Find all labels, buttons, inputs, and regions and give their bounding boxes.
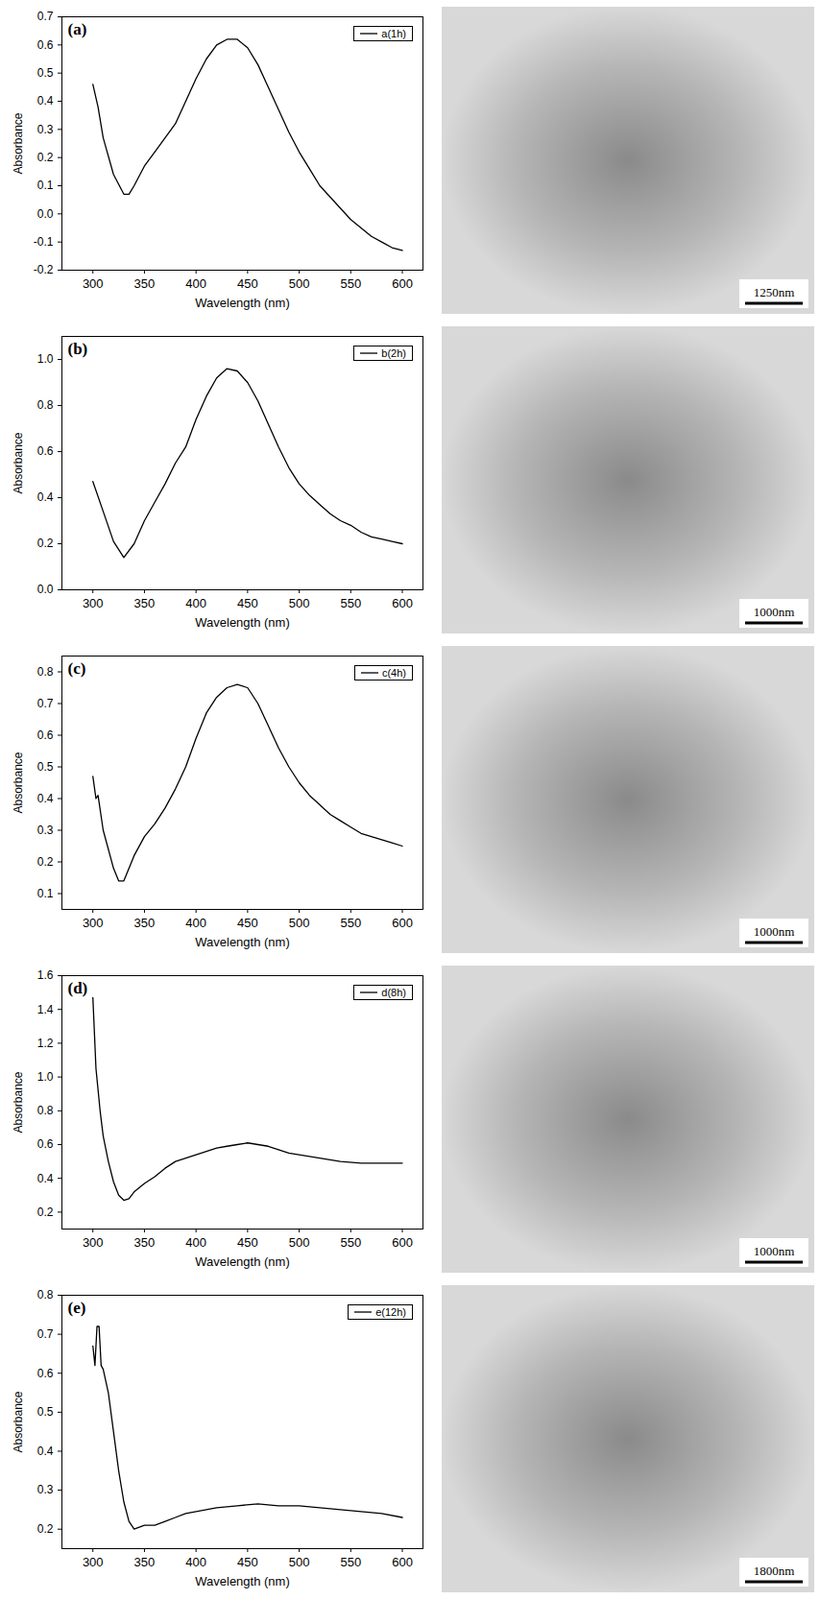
html-text:c(4h): c(4h)	[382, 666, 407, 679]
svg-text:300: 300	[82, 595, 104, 610]
svg-text:400: 400	[185, 595, 207, 610]
svg-text:300: 300	[82, 915, 104, 930]
svg-text:1000nm: 1000nm	[753, 1244, 796, 1259]
svg-text:1000nm: 1000nm	[753, 604, 796, 620]
svg-text:0.2: 0.2	[37, 536, 54, 551]
svg-text:550: 550	[339, 915, 362, 930]
svg-text:Absorbance: Absorbance	[11, 432, 25, 494]
svg-text:400: 400	[185, 1554, 207, 1569]
svg-text:550: 550	[339, 1554, 362, 1569]
svg-text:(e): (e)	[68, 1298, 87, 1317]
svg-text:Wavelength (nm): Wavelength (nm)	[194, 1254, 290, 1269]
html-text:e(12h): e(12h)	[375, 1306, 407, 1318]
svg-text:500: 500	[289, 275, 311, 290]
svg-text:450: 450	[237, 275, 259, 290]
svg-text:(c): (c)	[68, 658, 87, 677]
svg-text:Wavelength (nm): Wavelength (nm)	[194, 614, 290, 629]
svg-text:0.0: 0.0	[37, 582, 54, 597]
svg-text:350: 350	[134, 915, 156, 930]
svg-text:300: 300	[82, 1554, 104, 1569]
svg-text:450: 450	[237, 915, 259, 930]
svg-text:0.3: 0.3	[37, 1483, 54, 1497]
svg-text:550: 550	[339, 1234, 362, 1250]
svg-text:0.6: 0.6	[37, 1137, 54, 1152]
svg-text:0.7: 0.7	[37, 9, 54, 24]
svg-text:1.2: 1.2	[37, 1036, 54, 1050]
svg-text:350: 350	[134, 1554, 156, 1569]
svg-text:0.2: 0.2	[37, 150, 54, 165]
svg-text:0.0: 0.0	[37, 206, 54, 220]
svg-text:1.6: 1.6	[37, 968, 54, 983]
svg-text:0.4: 0.4	[37, 94, 54, 108]
svg-text:Wavelength (nm): Wavelength (nm)	[194, 294, 290, 310]
svg-text:(d): (d)	[68, 978, 89, 997]
svg-text:0.8: 0.8	[37, 1104, 54, 1118]
svg-text:500: 500	[289, 915, 311, 930]
svg-text:0.8: 0.8	[37, 1288, 54, 1303]
svg-text:300: 300	[82, 275, 104, 290]
svg-text:1.4: 1.4	[37, 1002, 54, 1016]
svg-text:-0.1: -0.1	[33, 235, 54, 249]
svg-text:0.4: 0.4	[37, 490, 54, 505]
svg-text:Wavelength (nm): Wavelength (nm)	[194, 934, 290, 949]
svg-text:0.5: 0.5	[37, 66, 54, 80]
svg-text:600: 600	[391, 1234, 413, 1250]
svg-text:Absorbance: Absorbance	[11, 1071, 25, 1134]
svg-text:(b): (b)	[68, 338, 89, 358]
svg-text:1.0: 1.0	[37, 1069, 54, 1084]
svg-text:0.5: 0.5	[37, 1405, 54, 1420]
html-text:d(8h): d(8h)	[381, 986, 407, 999]
svg-text:300: 300	[82, 1234, 104, 1250]
svg-text:1000nm: 1000nm	[753, 924, 796, 940]
svg-text:0.6: 0.6	[37, 1366, 54, 1380]
svg-text:0.5: 0.5	[37, 759, 54, 773]
svg-text:500: 500	[289, 1554, 311, 1569]
svg-text:600: 600	[391, 915, 413, 930]
svg-text:Absorbance: Absorbance	[11, 751, 25, 814]
svg-text:0.8: 0.8	[37, 664, 54, 678]
svg-text:550: 550	[339, 275, 362, 290]
svg-text:-0.2: -0.2	[33, 263, 54, 277]
svg-text:400: 400	[185, 1234, 207, 1250]
svg-text:0.1: 0.1	[37, 886, 54, 900]
svg-text:1250nm: 1250nm	[753, 285, 796, 300]
svg-text:0.4: 0.4	[37, 791, 54, 805]
svg-text:350: 350	[134, 1234, 156, 1250]
svg-text:0.3: 0.3	[37, 121, 54, 136]
svg-text:0.2: 0.2	[37, 854, 54, 869]
svg-text:350: 350	[134, 275, 156, 290]
svg-text:450: 450	[237, 1554, 259, 1569]
svg-text:0.1: 0.1	[37, 178, 54, 193]
svg-text:0.3: 0.3	[37, 822, 54, 837]
svg-text:0.4: 0.4	[37, 1444, 54, 1458]
svg-text:0.7: 0.7	[37, 696, 54, 710]
svg-text:0.7: 0.7	[37, 1326, 54, 1341]
svg-text:500: 500	[289, 595, 311, 610]
svg-text:500: 500	[289, 1234, 311, 1250]
svg-text:0.2: 0.2	[37, 1522, 54, 1537]
svg-text:0.4: 0.4	[37, 1171, 54, 1185]
svg-text:1800nm: 1800nm	[753, 1564, 796, 1579]
svg-text:600: 600	[391, 1554, 413, 1569]
html-text:b(2h): b(2h)	[381, 347, 407, 359]
svg-text:350: 350	[134, 595, 156, 610]
svg-text:450: 450	[237, 1234, 259, 1250]
svg-text:400: 400	[185, 915, 207, 930]
svg-text:600: 600	[391, 275, 413, 290]
svg-text:1.0: 1.0	[37, 352, 54, 366]
svg-text:Absorbance: Absorbance	[11, 1391, 25, 1453]
svg-text:0.6: 0.6	[37, 727, 54, 742]
svg-text:600: 600	[391, 595, 413, 610]
html-text:a(1h): a(1h)	[381, 27, 407, 39]
svg-text:550: 550	[339, 595, 362, 610]
svg-text:450: 450	[237, 595, 259, 610]
svg-text:Absorbance: Absorbance	[11, 112, 25, 174]
svg-text:Wavelength (nm): Wavelength (nm)	[194, 1573, 290, 1589]
svg-text:400: 400	[185, 275, 207, 290]
svg-text:(a): (a)	[68, 19, 88, 38]
svg-text:0.6: 0.6	[37, 37, 54, 51]
svg-text:0.6: 0.6	[37, 444, 54, 459]
svg-text:0.8: 0.8	[37, 398, 54, 412]
svg-text:0.2: 0.2	[37, 1205, 54, 1219]
